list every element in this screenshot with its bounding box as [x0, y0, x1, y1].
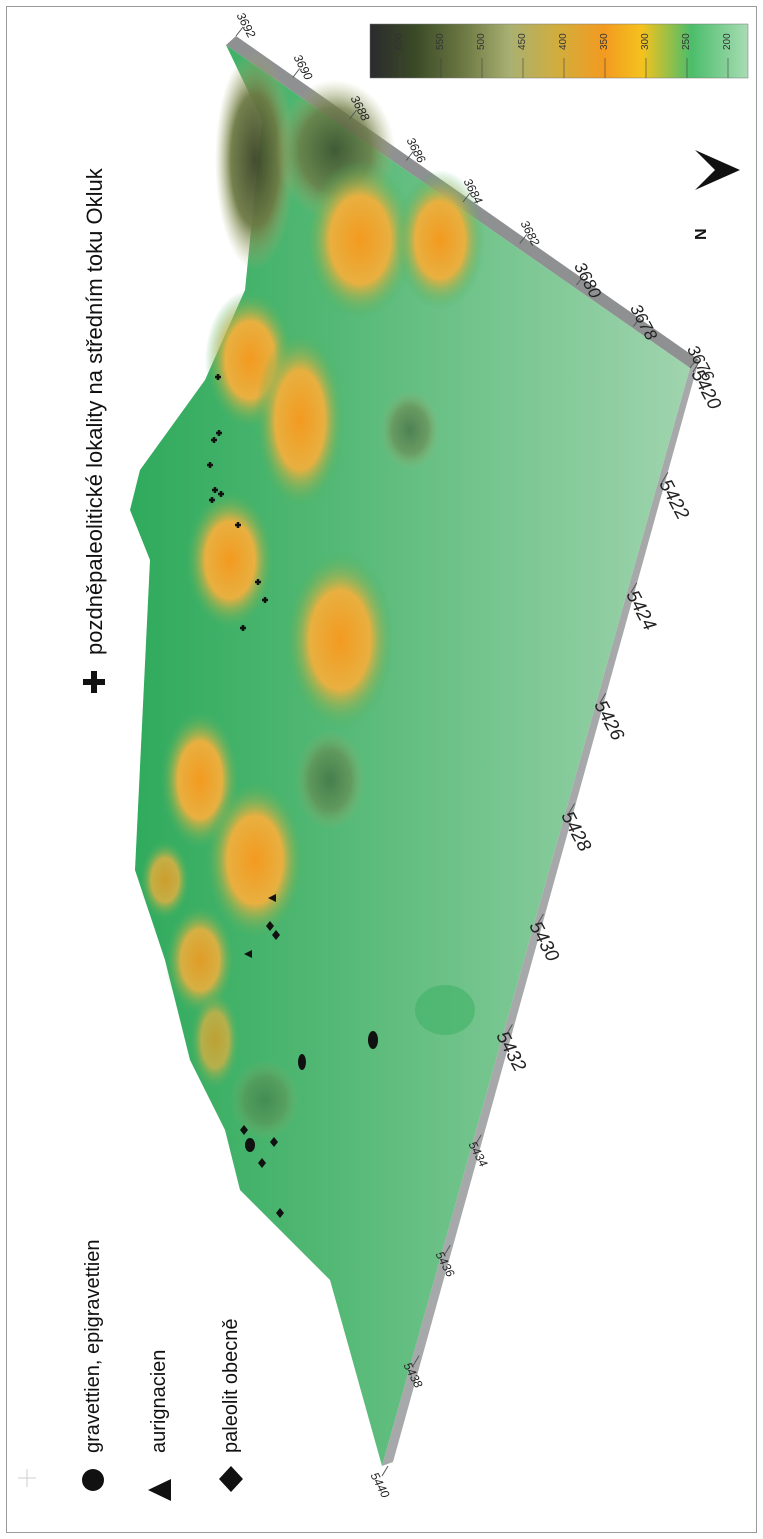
y-axis-tick	[576, 275, 584, 286]
x-axis-tick	[599, 692, 607, 704]
cross-marker	[207, 462, 213, 468]
diamond-marker	[276, 1208, 284, 1218]
legend-circle-icon	[82, 1469, 104, 1491]
y-axis-tick	[349, 109, 357, 120]
triangle-marker	[244, 950, 252, 958]
x-axis-tick	[537, 913, 544, 925]
cross-marker	[211, 437, 217, 443]
x-axis-tick	[568, 803, 576, 814]
y-axis-ticks	[235, 26, 698, 369]
triangle-marker	[268, 894, 276, 902]
block-side-south	[382, 360, 699, 1466]
cross-marker	[255, 579, 261, 585]
north-arrow-label: N	[693, 228, 710, 240]
y-axis-tick	[519, 234, 528, 244]
marker-group-paleolit-obecne	[240, 921, 284, 1218]
elevation-label: 450	[517, 33, 528, 50]
y-axis-tick	[462, 192, 471, 203]
marker-group-gravettien	[245, 1031, 378, 1152]
y-axis-tick	[632, 317, 641, 327]
x-axis-tick	[630, 582, 638, 594]
cross-marker	[212, 487, 218, 493]
cross-marker	[218, 491, 224, 497]
legend-triangle-icon	[148, 1479, 171, 1501]
diamond-marker	[258, 1158, 266, 1168]
map-title: pozdněpaleolitické lokality na středním …	[82, 168, 107, 655]
marker-group-pozdnepaleoliticke	[207, 374, 268, 631]
circle-marker	[298, 1054, 306, 1070]
x-axis-tick	[505, 1024, 513, 1035]
legend-symbols	[82, 671, 243, 1501]
elevation-label: 300	[640, 33, 651, 50]
relief	[140, 50, 485, 1140]
x-axis-tick	[381, 1465, 389, 1477]
elevation-label: 250	[681, 33, 692, 50]
elevation-scale-ticks	[399, 58, 729, 78]
cross-marker	[215, 374, 221, 380]
elevation-label: 200	[722, 33, 733, 50]
diamond-marker	[272, 930, 280, 940]
legend-cross-icon	[83, 671, 105, 693]
x-axis-tick	[661, 472, 669, 483]
legend-item-aurignacien: aurignacien	[148, 1349, 170, 1453]
cross-marker	[262, 597, 268, 603]
north-arrow-icon	[695, 150, 740, 190]
elevation-scale-bar	[369, 23, 749, 79]
x-axis-tick	[412, 1355, 420, 1366]
x-axis-tick	[443, 1244, 451, 1256]
legend-item-gravettien: gravettien, epigravettien	[82, 1239, 104, 1453]
x-axis-ticks	[381, 361, 700, 1477]
cross-marker	[235, 522, 241, 528]
cross-marker	[240, 625, 246, 631]
figure-frame	[6, 6, 757, 1533]
elevation-label: 600	[394, 33, 405, 50]
elevation-label: 550	[435, 33, 446, 50]
diamond-marker	[270, 1137, 278, 1147]
circle-marker	[245, 1138, 255, 1152]
cross-marker	[216, 430, 222, 436]
site-markers	[207, 374, 378, 1218]
y-axis-tick	[405, 151, 414, 161]
elevation-label: 500	[476, 33, 487, 50]
diamond-marker	[240, 1125, 248, 1135]
y-axis-tick	[292, 68, 301, 78]
legend-diamond-icon	[219, 1466, 243, 1492]
y-axis-tick	[689, 358, 698, 369]
marker-group-aurignacien	[244, 894, 276, 958]
y-axis-tick	[235, 26, 244, 37]
legend-item-paleolit: paleolit obecně	[220, 1318, 242, 1453]
x-axis-tick	[692, 361, 700, 373]
elevation-label: 400	[558, 33, 569, 50]
x-axis-tick	[474, 1134, 482, 1146]
circle-marker	[368, 1031, 378, 1049]
corner-crosshair	[18, 1469, 36, 1487]
diamond-marker	[266, 921, 274, 931]
cross-marker	[209, 497, 215, 503]
elevation-label: 350	[599, 33, 610, 50]
